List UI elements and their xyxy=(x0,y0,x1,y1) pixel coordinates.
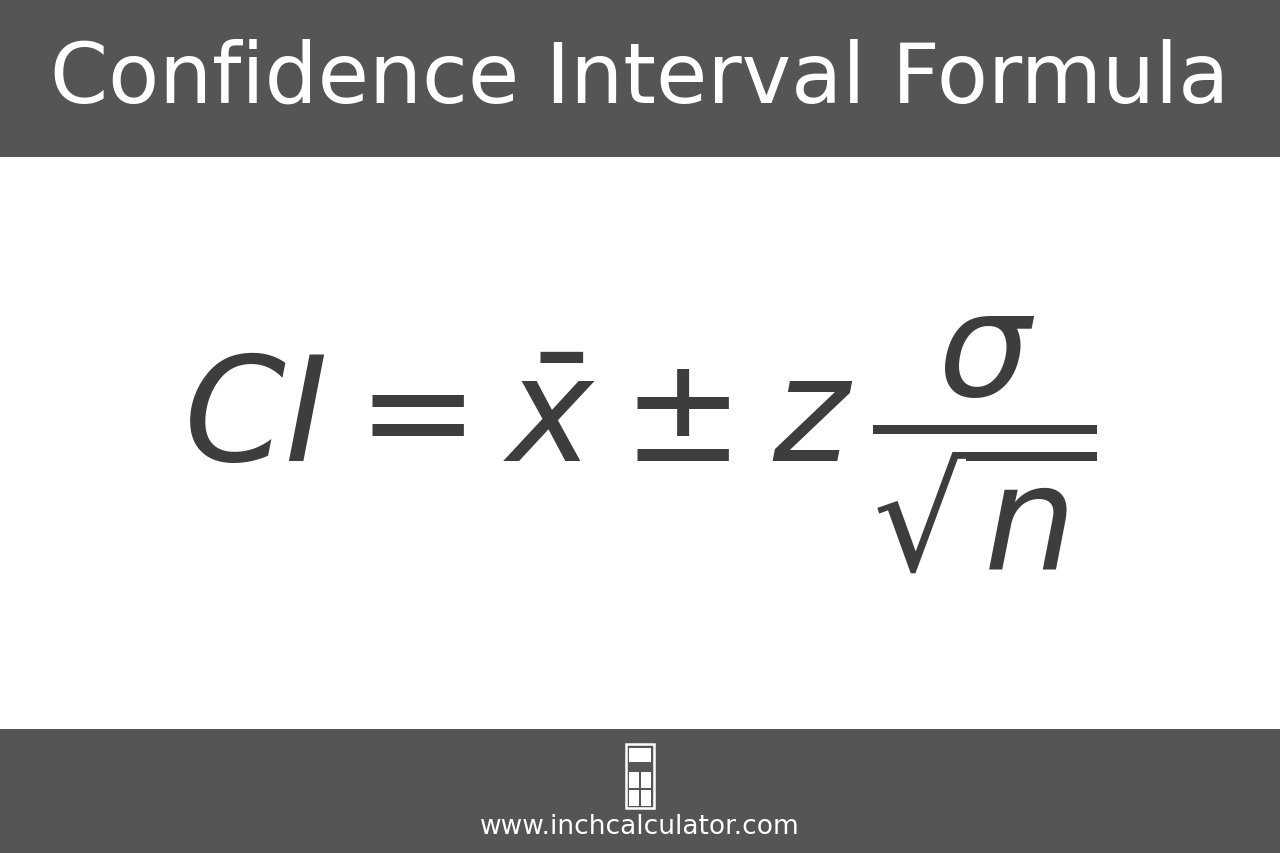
Text: Confidence Interval Formula: Confidence Interval Formula xyxy=(50,38,1230,119)
Text: www.inchcalculator.com: www.inchcalculator.com xyxy=(480,813,800,838)
Text: $\mathit{CI} = \bar{x} \pm z\,\dfrac{\sigma}{\sqrt{n}}$: $\mathit{CI} = \bar{x} \pm z\,\dfrac{\si… xyxy=(183,313,1097,574)
